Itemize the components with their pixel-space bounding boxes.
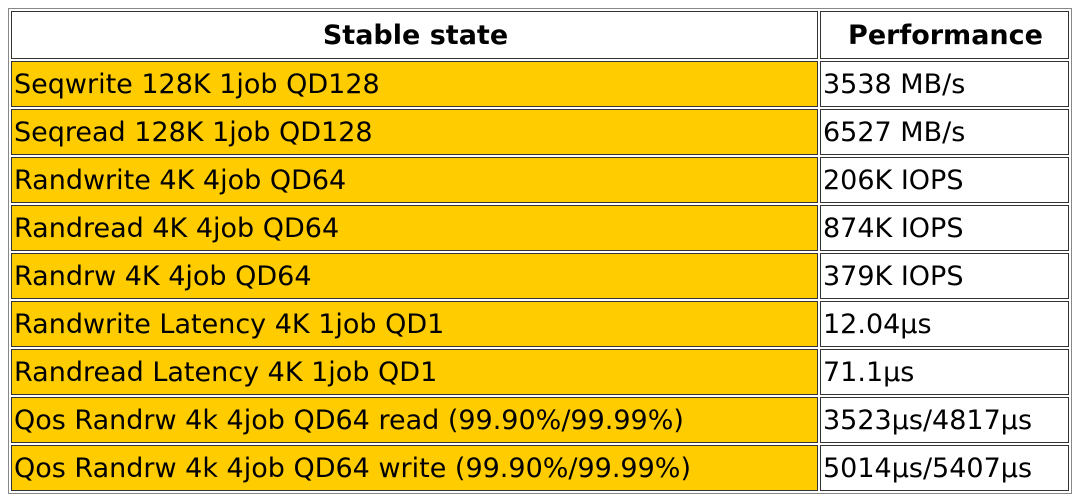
table-row: Randread 4K 4job QD64 874K IOPS <box>11 205 1069 251</box>
test-name-cell: Randwrite 4K 4job QD64 <box>11 157 818 203</box>
table-row: Qos Randrw 4k 4job QD64 read (99.90%/99.… <box>11 397 1069 443</box>
table-row: Qos Randrw 4k 4job QD64 write (99.90%/99… <box>11 445 1069 491</box>
header-cell: Stable state <box>11 11 818 59</box>
table-row: Randwrite 4K 4job QD64 206K IOPS <box>11 157 1069 203</box>
header-cell: Performance <box>820 11 1069 59</box>
performance-cell: 71.1μs <box>820 349 1069 395</box>
table-body: Seqwrite 128K 1job QD128 3538 MB/s Seqread… <box>11 61 1069 491</box>
test-name-cell: Seqread 128K 1job QD128 <box>11 109 818 155</box>
test-name-cell: Randread 4K 4job QD64 <box>11 205 818 251</box>
performance-cell: 3538 MB/s <box>820 61 1069 107</box>
test-name-cell: Qos Randrw 4k 4job QD64 read (99.90%/99.… <box>11 397 818 443</box>
performance-cell: 379K IOPS <box>820 253 1069 299</box>
test-name-cell: Seqwrite 128K 1job QD128 <box>11 61 818 107</box>
table-row: Seqwrite 128K 1job QD128 3538 MB/s <box>11 61 1069 107</box>
performance-cell: 3523μs/4817μs <box>820 397 1069 443</box>
test-name-cell: Randwrite Latency 4K 1job QD1 <box>11 301 818 347</box>
header-row: Stable state Performance <box>11 11 1069 59</box>
performance-cell: 12.04μs <box>820 301 1069 347</box>
performance-cell: 6527 MB/s <box>820 109 1069 155</box>
test-name-cell: Randread Latency 4K 1job QD1 <box>11 349 818 395</box>
test-name-cell: Randrw 4K 4job QD64 <box>11 253 818 299</box>
performance-cell: 5014μs/5407μs <box>820 445 1069 491</box>
test-name-cell: Qos Randrw 4k 4job QD64 write (99.90%/99… <box>11 445 818 491</box>
performance-cell: 874K IOPS <box>820 205 1069 251</box>
table-row: Randwrite Latency 4K 1job QD1 12.04μs <box>11 301 1069 347</box>
table-row: Randrw 4K 4job QD64 379K IOPS <box>11 253 1069 299</box>
table-row: Seqread 128K 1job QD128 6527 MB/s <box>11 109 1069 155</box>
performance-table: Stable state Performance Seqwrite 128K 1… <box>8 8 1072 494</box>
table-row: Randread Latency 4K 1job QD1 71.1μs <box>11 349 1069 395</box>
performance-cell: 206K IOPS <box>820 157 1069 203</box>
